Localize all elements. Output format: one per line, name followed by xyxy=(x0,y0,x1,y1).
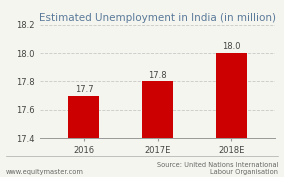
Text: 17.7: 17.7 xyxy=(75,85,93,94)
Text: 17.8: 17.8 xyxy=(148,71,167,80)
Bar xyxy=(216,53,247,138)
Title: Estimated Unemployment in India (in million): Estimated Unemployment in India (in mill… xyxy=(39,13,276,23)
Bar xyxy=(142,81,173,138)
Text: Source: United Nations International
Labour Organisation: Source: United Nations International Lab… xyxy=(157,162,278,175)
Text: 18.0: 18.0 xyxy=(222,42,241,51)
Bar xyxy=(68,96,99,138)
Text: www.equitymaster.com: www.equitymaster.com xyxy=(6,169,83,175)
